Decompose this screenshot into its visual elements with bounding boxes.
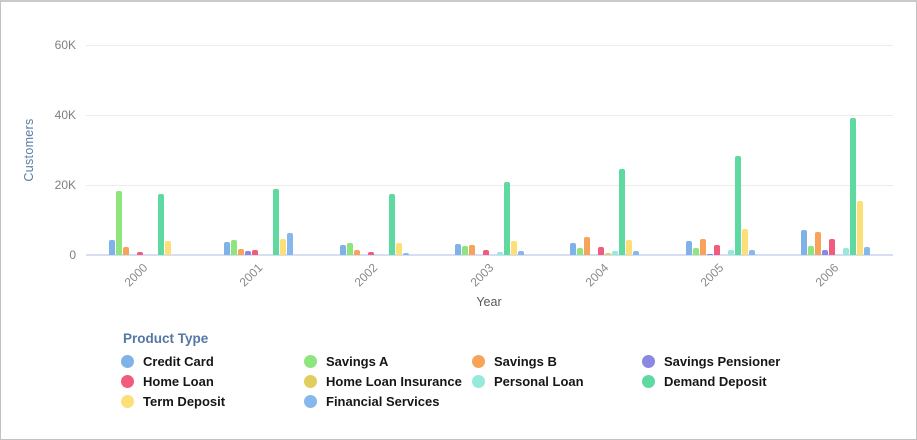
savings-a-legend-dot-icon bbox=[304, 355, 317, 368]
credit-card-legend-dot-icon bbox=[121, 355, 134, 368]
bar-credit-card-2005[interactable] bbox=[686, 241, 692, 255]
bar-savings-a-2004[interactable] bbox=[577, 248, 583, 255]
bar-savings-b-2001[interactable] bbox=[238, 249, 244, 255]
bar-demand-deposit-2006[interactable] bbox=[850, 118, 856, 255]
legend-item-label: Term Deposit bbox=[143, 394, 225, 409]
savings-b-legend-dot-icon bbox=[472, 355, 485, 368]
bar-savings-pensioner-2006[interactable] bbox=[822, 250, 828, 255]
y-tick-label: 20K bbox=[28, 178, 76, 192]
bar-group-2002 bbox=[339, 45, 409, 255]
legend: Credit Card Savings A Savings B Savings Pen… bbox=[121, 353, 842, 409]
legend-item-demand-deposit[interactable]: Demand Deposit bbox=[642, 373, 842, 389]
legend-item-home-loan-insurance[interactable]: Home Loan Insurance bbox=[304, 373, 472, 389]
legend-item-home-loan[interactable]: Home Loan bbox=[121, 373, 304, 389]
bar-home-loan-2006[interactable] bbox=[829, 239, 835, 255]
y-tick-label: 0 bbox=[28, 248, 76, 262]
bar-savings-a-2005[interactable] bbox=[693, 248, 699, 255]
bar-demand-deposit-2005[interactable] bbox=[735, 156, 741, 255]
bar-savings-b-2000[interactable] bbox=[123, 247, 129, 255]
bar-home-loan-2005[interactable] bbox=[714, 245, 720, 255]
bar-financial-services-2003[interactable] bbox=[518, 251, 524, 255]
bar-savings-b-2002[interactable] bbox=[354, 250, 360, 255]
bar-financial-services-2001[interactable] bbox=[287, 233, 293, 255]
bar-credit-card-2000[interactable] bbox=[109, 240, 115, 255]
bar-savings-pensioner-2001[interactable] bbox=[245, 251, 251, 255]
legend-item-term-deposit[interactable]: Term Deposit bbox=[121, 393, 304, 409]
legend-title: Product Type bbox=[123, 331, 208, 346]
personal-loan-legend-dot-icon bbox=[472, 375, 485, 388]
legend-item-label: Home Loan bbox=[143, 374, 214, 389]
bar-savings-a-2002[interactable] bbox=[347, 243, 353, 255]
bar-savings-a-2001[interactable] bbox=[231, 240, 237, 255]
y-tick-label: 40K bbox=[28, 108, 76, 122]
savings-pensioner-legend-dot-icon bbox=[642, 355, 655, 368]
bar-home-loan-2000[interactable] bbox=[137, 252, 143, 255]
bar-home-loan-2004[interactable] bbox=[598, 247, 604, 255]
bar-savings-a-2006[interactable] bbox=[808, 246, 814, 255]
bar-savings-pensioner-2005[interactable] bbox=[707, 254, 713, 255]
bar-credit-card-2001[interactable] bbox=[224, 242, 230, 255]
legend-item-label: Home Loan Insurance bbox=[326, 374, 462, 389]
legend-item-credit-card[interactable]: Credit Card bbox=[121, 353, 304, 369]
bar-savings-a-2003[interactable] bbox=[462, 246, 468, 255]
bar-group-2001 bbox=[224, 45, 294, 255]
home-loan-insurance-legend-dot-icon bbox=[304, 375, 317, 388]
bar-credit-card-2002[interactable] bbox=[340, 245, 346, 255]
term-deposit-legend-dot-icon bbox=[121, 395, 134, 408]
legend-item-label: Savings B bbox=[494, 354, 557, 369]
legend-item-label: Savings Pensioner bbox=[664, 354, 780, 369]
bar-credit-card-2006[interactable] bbox=[801, 230, 807, 255]
x-axis-title: Year bbox=[429, 295, 549, 309]
bar-savings-b-2004[interactable] bbox=[584, 237, 590, 255]
bar-term-deposit-2006[interactable] bbox=[857, 201, 863, 255]
bar-financial-services-2006[interactable] bbox=[864, 247, 870, 255]
bar-savings-a-2000[interactable] bbox=[116, 191, 122, 255]
bar-home-loan-2002[interactable] bbox=[368, 252, 374, 255]
legend-item-personal-loan[interactable]: Personal Loan bbox=[472, 373, 642, 389]
bar-credit-card-2003[interactable] bbox=[455, 244, 461, 255]
legend-item-financial-services[interactable]: Financial Services bbox=[304, 393, 472, 409]
legend-item-label: Demand Deposit bbox=[664, 374, 767, 389]
chart-window: Customers Year Product Type Credit CardS… bbox=[0, 0, 917, 440]
legend-item-label: Credit Card bbox=[143, 354, 214, 369]
legend-item-savings-pensioner[interactable]: Savings Pensioner bbox=[642, 353, 842, 369]
legend-item-savings-a[interactable]: Savings A bbox=[304, 353, 472, 369]
bar-savings-b-2006[interactable] bbox=[815, 232, 821, 255]
financial-services-legend-dot-icon bbox=[304, 395, 317, 408]
bar-financial-services-2005[interactable] bbox=[749, 250, 755, 255]
bar-home-loan-2003[interactable] bbox=[483, 250, 489, 255]
bar-group-2004 bbox=[570, 45, 640, 255]
bar-financial-services-2002[interactable] bbox=[403, 253, 409, 255]
demand-deposit-legend-dot-icon bbox=[642, 375, 655, 388]
bar-group-2000 bbox=[109, 45, 179, 255]
bar-group-2003 bbox=[455, 45, 525, 255]
legend-item-label: Financial Services bbox=[326, 394, 439, 409]
bar-savings-b-2005[interactable] bbox=[700, 239, 706, 255]
home-loan-legend-dot-icon bbox=[121, 375, 134, 388]
y-tick-label: 60K bbox=[28, 38, 76, 52]
bar-home-loan-2001[interactable] bbox=[252, 250, 258, 255]
bar-savings-b-2003[interactable] bbox=[469, 245, 475, 255]
bar-credit-card-2004[interactable] bbox=[570, 243, 576, 255]
legend-item-label: Personal Loan bbox=[494, 374, 584, 389]
bar-financial-services-2004[interactable] bbox=[633, 251, 639, 255]
legend-item-label: Savings A bbox=[326, 354, 388, 369]
bar-group-2006 bbox=[800, 45, 870, 255]
legend-item-savings-b[interactable]: Savings B bbox=[472, 353, 642, 369]
bar-group-2005 bbox=[685, 45, 755, 255]
